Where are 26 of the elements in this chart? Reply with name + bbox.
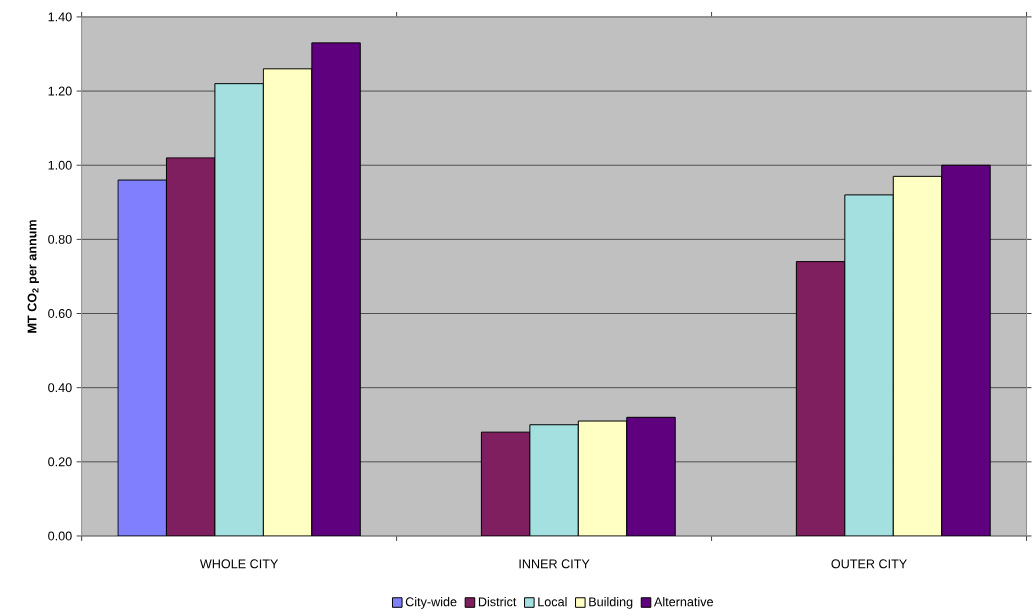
y-tick-label: 0.80	[48, 234, 72, 244]
x-tick-label: WHOLE CITY	[199, 559, 279, 569]
bar	[941, 164, 991, 536]
legend-label: City-wide	[405, 596, 457, 609]
bar	[262, 68, 313, 536]
bar	[577, 420, 628, 536]
y-tick-label: 1.20	[48, 86, 72, 96]
bar	[626, 416, 676, 536]
bar	[311, 42, 361, 536]
legend-label: Local	[538, 596, 567, 607]
bar	[214, 83, 264, 536]
bar	[892, 175, 943, 536]
legend-label: Building	[589, 596, 633, 609]
y-tick-label: 1.00	[48, 160, 72, 170]
x-tick-label: OUTER CITY	[831, 559, 907, 569]
y-tick-label: 0.40	[48, 383, 72, 392]
x-tick-label: INNER CITY	[519, 559, 590, 569]
bar	[529, 424, 579, 536]
legend-label: Alternative	[653, 596, 713, 607]
y-tick-label: 0.20	[48, 457, 72, 467]
bar	[844, 194, 894, 536]
y-tick-label: 0.60	[48, 308, 72, 318]
y-axis-title: MT CO$_{2}$ per annum	[27, 219, 39, 333]
legend-label: District	[478, 596, 517, 607]
y-tick-label: 1.40	[48, 12, 72, 22]
y-tick-label: 0.00	[48, 531, 72, 541]
